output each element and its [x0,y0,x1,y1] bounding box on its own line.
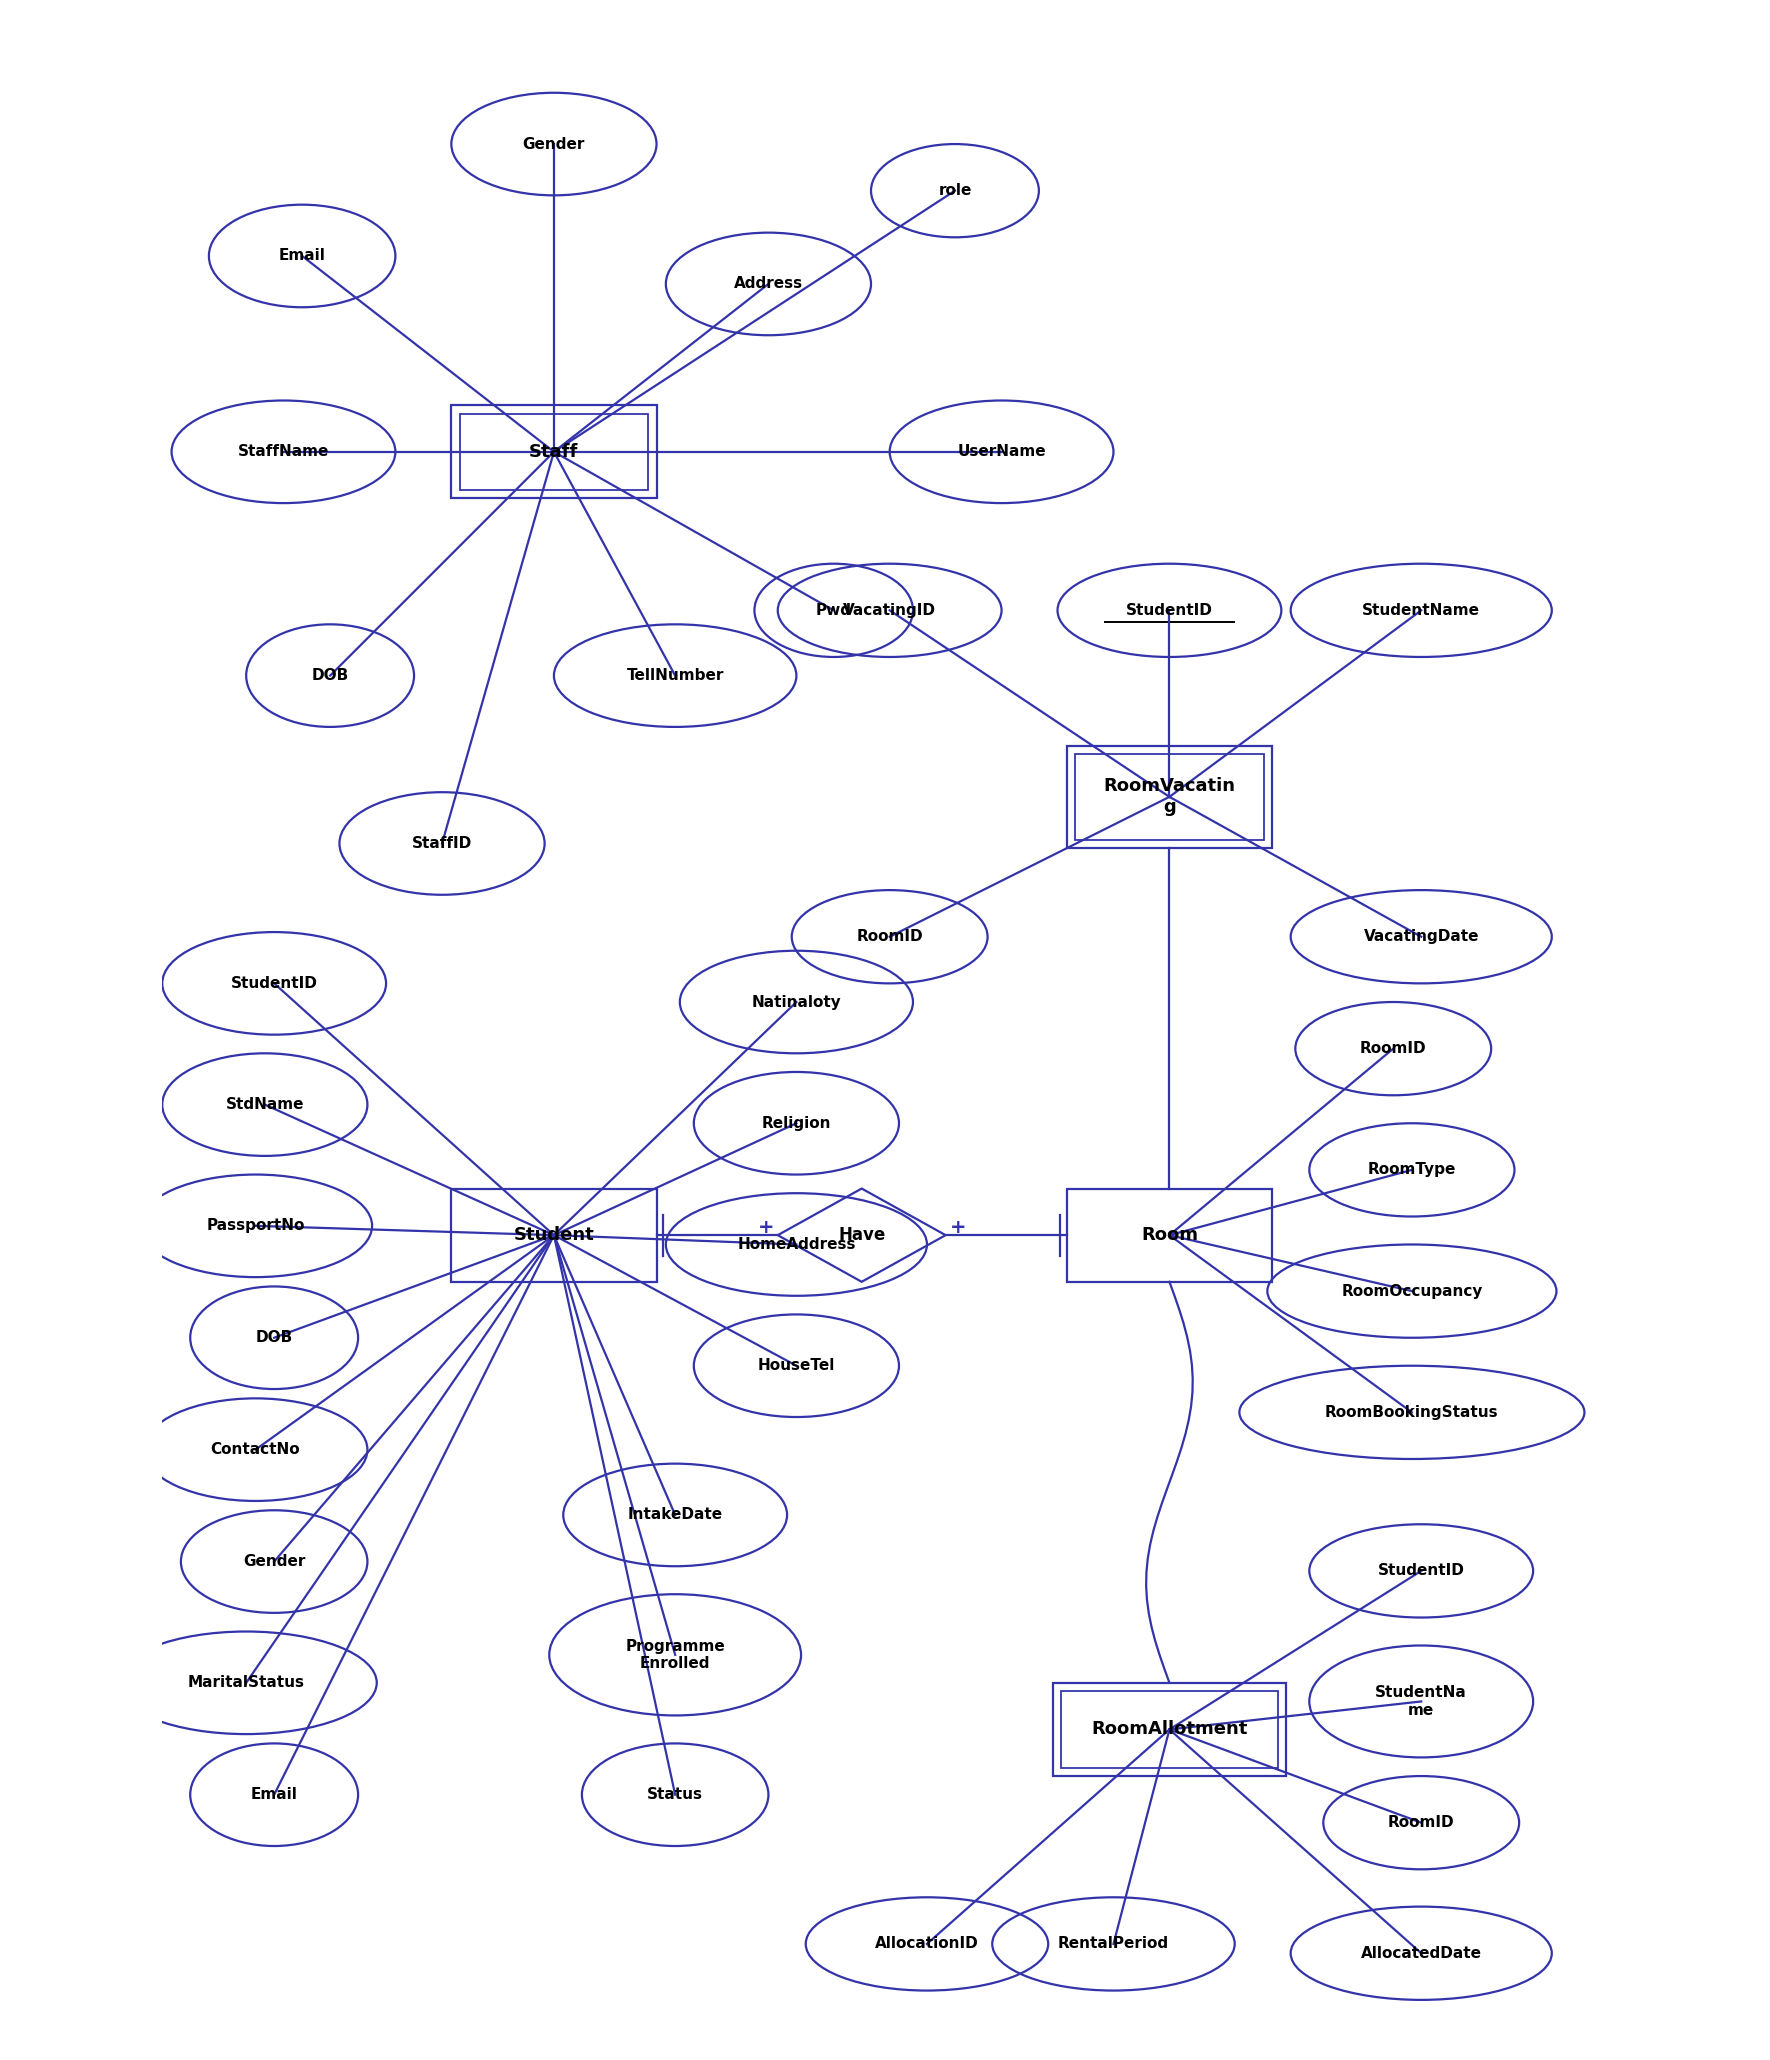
Text: RoomVacatin
g: RoomVacatin g [1103,777,1235,816]
Text: Religion: Religion [761,1117,832,1131]
Text: AllocatedDate: AllocatedDate [1361,1947,1481,1961]
Text: Gender: Gender [522,136,586,152]
Text: DOB: DOB [255,1331,292,1345]
Text: Staff: Staff [529,443,579,461]
Text: Email: Email [278,249,326,264]
Text: VacatingDate: VacatingDate [1363,929,1480,943]
Text: Student: Student [513,1226,595,1244]
Text: VacatingID: VacatingID [843,604,936,618]
Text: StudentNa
me: StudentNa me [1375,1685,1467,1718]
Text: PassportNo: PassportNo [207,1217,304,1234]
Text: RoomType: RoomType [1368,1162,1457,1178]
Text: StudentID: StudentID [1126,604,1212,618]
Text: RoomID: RoomID [857,929,922,943]
Text: RoomOccupancy: RoomOccupancy [1342,1283,1483,1298]
Text: Natinaloty: Natinaloty [752,995,841,1009]
Text: Gender: Gender [242,1553,306,1570]
Text: Status: Status [648,1788,703,1802]
Text: MaritalStatus: MaritalStatus [188,1675,304,1691]
Text: +: + [949,1217,966,1238]
Text: Email: Email [251,1788,297,1802]
Text: ContactNo: ContactNo [211,1442,301,1456]
Text: StudentID: StudentID [230,976,317,991]
Text: HouseTel: HouseTel [758,1358,835,1374]
Text: +: + [758,1217,773,1238]
Text: StudentID: StudentID [1377,1564,1464,1578]
Text: RoomID: RoomID [1359,1040,1427,1057]
Text: Programme
Enrolled: Programme Enrolled [625,1638,726,1671]
Text: role: role [938,183,972,198]
Text: RoomBookingStatus: RoomBookingStatus [1326,1405,1499,1419]
Text: UserName: UserName [958,445,1046,459]
Text: StudentName: StudentName [1363,604,1480,618]
Text: HomeAddress: HomeAddress [736,1236,855,1252]
Text: RentalPeriod: RentalPeriod [1058,1936,1168,1951]
Text: StaffName: StaffName [237,445,329,459]
Text: Room: Room [1142,1226,1198,1244]
Text: AllocationID: AllocationID [874,1936,979,1951]
Text: Pwd: Pwd [816,604,851,618]
Text: StaffID: StaffID [412,836,473,851]
Text: RoomAllotment: RoomAllotment [1092,1720,1248,1739]
Text: Address: Address [735,276,804,290]
Text: StdName: StdName [225,1098,304,1112]
Text: TellNumber: TellNumber [627,667,724,684]
Text: IntakeDate: IntakeDate [628,1508,722,1522]
Text: DOB: DOB [312,667,349,684]
Text: RoomID: RoomID [1388,1815,1455,1829]
Text: Have: Have [837,1226,885,1244]
